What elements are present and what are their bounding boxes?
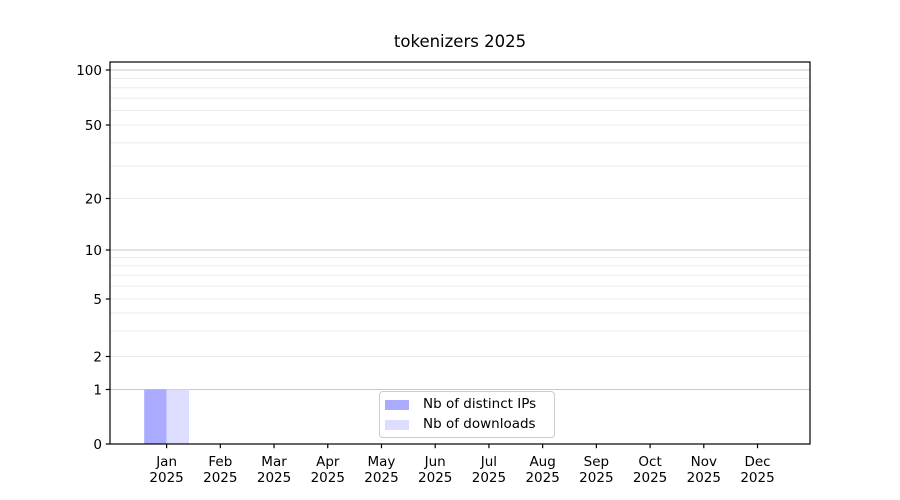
y-tick-label: 20 <box>85 191 102 207</box>
x-tick-year-label: 2025 <box>257 470 291 486</box>
x-tick-year-label: 2025 <box>687 470 721 486</box>
x-tick-month-label: May <box>368 454 396 470</box>
x-tick-month-label: Jul <box>480 454 497 470</box>
y-tick-label: 5 <box>93 292 102 308</box>
x-tick-year-label: 2025 <box>472 470 506 486</box>
x-tick-month-label: Oct <box>638 454 661 470</box>
x-tick-month-label: Nov <box>691 454 717 470</box>
y-tick-label: 50 <box>85 118 102 134</box>
x-tick-month-label: Aug <box>529 454 555 470</box>
x-tick-year-label: 2025 <box>418 470 452 486</box>
y-tick-label: 1 <box>93 382 102 398</box>
legend-row-nb-of-downloads: Nb of downloads <box>385 417 554 433</box>
legend: Nb of distinct IPs Nb of downloads <box>379 391 555 438</box>
legend-label-nb-of-downloads: Nb of downloads <box>423 415 536 432</box>
x-tick-year-label: 2025 <box>740 470 774 486</box>
x-tick-month-label: Feb <box>208 454 232 470</box>
x-tick-year-label: 2025 <box>525 470 559 486</box>
x-tick-month-label: Jan <box>155 454 177 470</box>
x-tick-year-label: 2025 <box>364 470 398 486</box>
legend-row-nb-of-distinct-ips: Nb of distinct IPs <box>385 397 554 413</box>
y-tick-label: 10 <box>85 243 102 259</box>
x-tick-month-label: Sep <box>584 454 609 470</box>
chart-title: tokenizers 2025 <box>393 32 527 51</box>
x-tick-year-label: 2025 <box>311 470 345 486</box>
y-tick-label: 0 <box>93 437 102 453</box>
plot-border <box>109 61 811 445</box>
legend-swatch-nb-of-downloads <box>385 419 409 430</box>
x-tick-year-label: 2025 <box>633 470 667 486</box>
y-tick-label: 2 <box>93 349 102 365</box>
legend-label-nb-of-distinct-ips: Nb of distinct IPs <box>423 395 537 412</box>
x-tick-year-label: 2025 <box>579 470 613 486</box>
x-tick-month-label: Jun <box>424 454 446 470</box>
x-tick-month-label: Mar <box>261 454 287 470</box>
bar-nb-of-distinct-ips <box>144 389 167 444</box>
legend-swatch-nb-of-distinct-ips <box>385 399 409 410</box>
x-tick-month-label: Apr <box>316 454 340 470</box>
x-tick-year-label: 2025 <box>203 470 237 486</box>
x-tick-year-label: 2025 <box>149 470 183 486</box>
bar-nb-of-downloads <box>166 389 189 444</box>
x-tick-month-label: Dec <box>744 454 770 470</box>
y-tick-label: 100 <box>76 63 102 79</box>
